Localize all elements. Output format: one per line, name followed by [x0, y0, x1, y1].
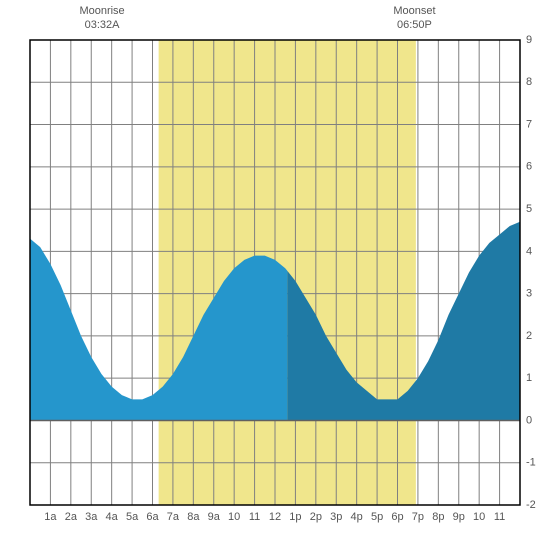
y-tick-label: 2 [526, 330, 532, 342]
x-tick-label: 3a [85, 511, 98, 523]
x-tick-label: 7a [167, 511, 180, 523]
x-tick-label: 10 [228, 511, 240, 523]
chart-svg: -2-101234567891a2a3a4a5a6a7a8a9a1011121p… [0, 0, 550, 550]
x-tick-label: 2a [65, 511, 78, 523]
x-tick-label: 9a [208, 511, 221, 523]
x-tick-label: 4a [106, 511, 119, 523]
x-tick-label: 5p [371, 511, 383, 523]
x-tick-label: 6p [391, 511, 403, 523]
x-tick-label: 3p [330, 511, 342, 523]
x-tick-label: 8p [432, 511, 444, 523]
x-tick-label: 11 [249, 511, 260, 523]
x-tick-label: 12 [269, 511, 281, 523]
svg-text:06:50P: 06:50P [397, 19, 432, 31]
x-tick-label: 10 [473, 511, 485, 523]
x-tick-label: 6a [146, 511, 159, 523]
x-tick-label: 5a [126, 511, 139, 523]
y-tick-label: 3 [526, 288, 532, 300]
tide-chart: -2-101234567891a2a3a4a5a6a7a8a9a1011121p… [0, 0, 550, 550]
x-tick-label: 7p [412, 511, 424, 523]
y-tick-label: 4 [526, 245, 532, 257]
x-tick-label: 4p [351, 511, 363, 523]
y-tick-label: 0 [526, 414, 532, 426]
svg-text:Moonrise: Moonrise [79, 5, 124, 17]
y-tick-label: 6 [526, 161, 532, 173]
svg-text:Moonset: Moonset [393, 5, 435, 17]
x-tick-label: 8a [187, 511, 200, 523]
y-tick-label: 1 [526, 372, 532, 384]
y-tick-label: 9 [526, 34, 532, 46]
x-tick-label: 1p [289, 511, 301, 523]
y-tick-label: -2 [526, 499, 536, 511]
x-tick-label: 2p [310, 511, 322, 523]
y-tick-label: -1 [526, 457, 536, 469]
x-tick-label: 9p [453, 511, 465, 523]
y-tick-label: 5 [526, 203, 532, 215]
x-tick-label: 1a [44, 511, 57, 523]
y-tick-label: 8 [526, 76, 532, 88]
svg-text:03:32A: 03:32A [85, 19, 121, 31]
y-tick-label: 7 [526, 118, 532, 130]
x-tick-label: 11 [494, 511, 505, 523]
